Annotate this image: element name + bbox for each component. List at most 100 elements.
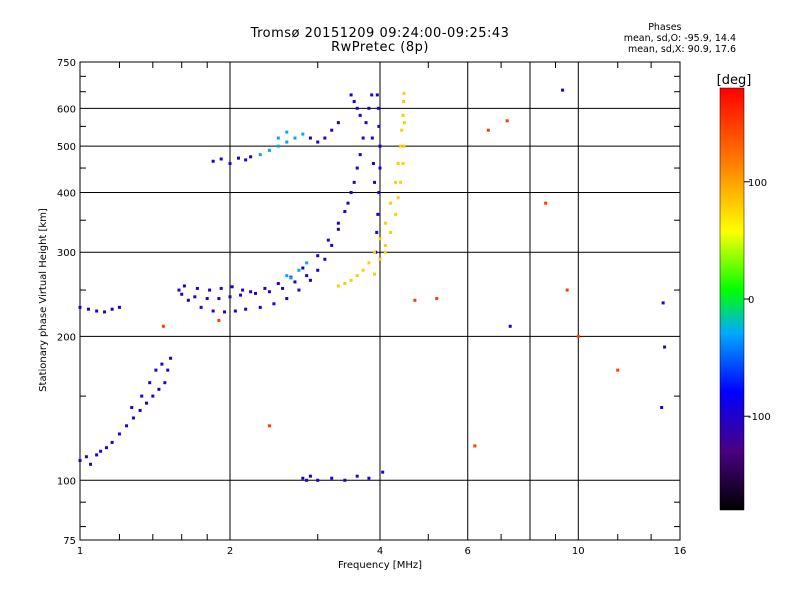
data-point [154,368,158,372]
data-point [352,100,356,104]
data-point [308,136,312,140]
colorbar-tick-label: 0 [748,295,754,306]
data-point [276,282,280,286]
data-point [383,250,387,254]
data-point [301,476,305,480]
phases-x-mode: mean, sd,X: 90.9, 17.6 [627,44,736,55]
y-tick-label: 200 [57,332,76,343]
data-point [249,155,253,159]
data-point [95,453,99,457]
data-point [78,305,82,309]
data-point [223,310,227,314]
data-point [301,132,305,136]
grid-lines [80,62,680,540]
data-point [267,148,271,152]
minor-ticks [80,62,680,540]
data-point [378,237,382,241]
phases-summary: Phases mean, sd,O: -95.9, 14.4 mean, sd,… [624,22,736,55]
data-point [358,113,362,117]
data-point [355,274,359,278]
data-point [230,285,234,289]
data-point [330,243,334,247]
data-point [378,257,382,261]
data-point [323,136,327,140]
data-point [316,254,320,258]
data-point [244,158,248,162]
data-point [199,305,203,309]
data-point [186,298,190,302]
data-point [258,153,262,157]
data-point [228,161,232,165]
data-point [402,144,406,148]
data-point [217,297,221,301]
data-points [78,88,667,482]
phases-title: Phases [648,22,682,33]
data-point [78,458,82,462]
data-point [308,474,312,478]
data-point [473,444,477,448]
x-tick-label: 4 [377,546,383,557]
data-point [361,268,365,272]
data-point [389,230,393,234]
data-point [505,119,509,123]
data-point [349,278,353,282]
data-point [285,297,289,301]
data-point [293,136,297,140]
data-point [378,166,382,170]
data-point [370,93,374,97]
data-point [177,288,181,292]
data-point [293,280,297,284]
plot-frame [79,61,681,541]
data-point [219,286,223,290]
data-point [361,136,365,140]
data-point [326,238,330,242]
data-point [435,297,439,301]
data-point [211,159,215,163]
y-tick-label: 100 [57,476,76,487]
y-tick-label: 600 [57,104,76,115]
data-point [258,305,262,309]
data-point [383,243,387,247]
data-point [110,307,114,311]
data-point [239,293,243,297]
data-point [316,478,320,482]
data-point [394,180,398,184]
data-point [330,128,334,132]
data-point [367,106,371,110]
data-point [157,387,161,391]
data-point [544,201,548,205]
data-point [576,334,580,338]
data-point [336,221,340,225]
data-point [253,291,257,295]
data-point [358,153,362,157]
data-point [297,268,301,272]
data-point [316,268,320,272]
data-point [364,121,368,125]
data-point [367,476,371,480]
data-point [219,157,223,161]
data-point [396,161,400,165]
data-point [343,282,347,286]
data-point [169,356,173,360]
data-point [661,301,665,305]
data-point [373,250,377,254]
data-point [267,424,271,428]
colorbar-tick-label: 100 [748,178,767,189]
data-point [486,128,490,132]
data-point [401,113,405,117]
data-point [401,161,405,165]
data-point [89,462,93,466]
data-point [373,272,377,276]
data-point [130,405,134,409]
data-point [140,394,144,398]
data-point [349,93,353,97]
data-point [370,136,374,140]
data-point [205,297,209,301]
data-point [182,284,186,288]
data-point [381,470,385,474]
chart-title-line-2: RwPretec (8p) [331,40,429,55]
data-point [166,368,170,372]
y-tick-label: 300 [57,248,76,259]
data-point [180,292,184,296]
